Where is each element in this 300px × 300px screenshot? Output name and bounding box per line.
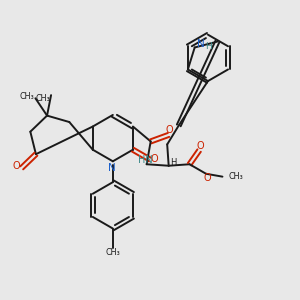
Text: CH₃: CH₃: [229, 172, 244, 181]
Text: HN: HN: [138, 155, 152, 165]
Text: H: H: [170, 158, 176, 167]
Text: CH₃: CH₃: [106, 248, 120, 257]
Text: O: O: [151, 154, 159, 164]
Text: N: N: [197, 39, 205, 49]
Text: CH₃: CH₃: [35, 94, 50, 103]
Text: O: O: [166, 124, 173, 135]
Text: O: O: [204, 173, 211, 183]
Text: N: N: [108, 163, 116, 173]
Text: CH₃: CH₃: [20, 92, 34, 101]
Text: O: O: [13, 161, 20, 171]
Text: O: O: [196, 141, 204, 151]
Text: H: H: [205, 42, 212, 51]
